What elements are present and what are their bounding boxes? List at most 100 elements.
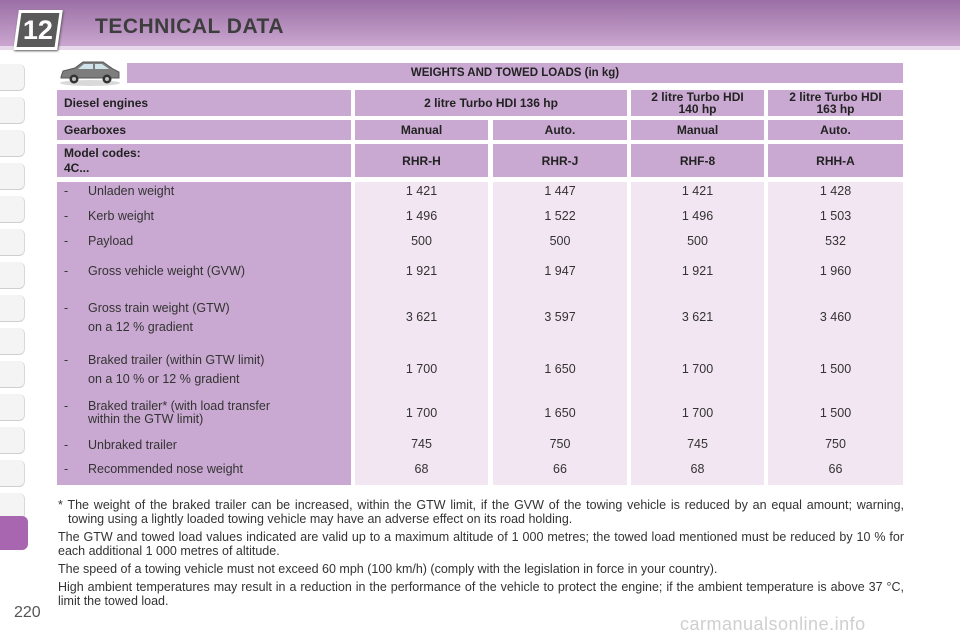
table-cell: 1 650 bbox=[544, 362, 576, 376]
row-label: - Kerb weight bbox=[64, 209, 155, 223]
table-cell: 1 447 bbox=[544, 184, 576, 198]
engine-140-line2: 140 hp bbox=[678, 102, 717, 116]
gearbox-header: Auto. bbox=[493, 120, 627, 140]
chapter-tab[interactable] bbox=[0, 130, 25, 157]
table-cell: 500 bbox=[411, 234, 432, 248]
chapter-number: 12 bbox=[22, 15, 53, 45]
model-codes-line1: Model codes: bbox=[64, 146, 141, 160]
model-code-header: RHF-8 bbox=[631, 144, 764, 177]
table-cell: 1 522 bbox=[544, 209, 576, 223]
table-cell: 66 bbox=[553, 462, 567, 476]
engine-140-header: 2 litre Turbo HDI 140 hp bbox=[631, 90, 764, 116]
engine-163-header: 2 litre Turbo HDI 163 hp bbox=[768, 90, 903, 116]
row-label: - Unbraked trailer bbox=[64, 438, 177, 452]
table-title: WEIGHTS AND TOWED LOADS (in kg) bbox=[127, 63, 903, 83]
chapter-tab[interactable] bbox=[0, 64, 25, 91]
table-cell: 500 bbox=[687, 234, 708, 248]
table-cell: 1 428 bbox=[819, 184, 852, 198]
gearbox-header: Auto. bbox=[768, 120, 903, 140]
gearbox-header: Manual bbox=[631, 120, 764, 140]
table-cell: 745 bbox=[687, 437, 708, 451]
gearbox-header: Manual bbox=[355, 120, 488, 140]
model-code-header: RHR-J bbox=[493, 144, 627, 177]
table-cell: 3 460 bbox=[819, 310, 852, 324]
table-cell: 1 500 bbox=[819, 406, 852, 420]
row-label: - Braked trailer* (with load transfer with… bbox=[64, 399, 271, 426]
model-codes-line2: 4C... bbox=[64, 161, 90, 175]
table-cell: 1 496 bbox=[681, 209, 714, 223]
car-icon bbox=[60, 61, 120, 86]
chapter-tab[interactable] bbox=[0, 97, 25, 124]
table-cell: 1 700 bbox=[681, 406, 714, 420]
row-label: - Gross train weight (GTW) on a 12 % gradi… bbox=[64, 301, 230, 334]
table-cell: 1 960 bbox=[819, 264, 852, 278]
table-cell: 1 500 bbox=[819, 362, 852, 376]
table-cell: 1 496 bbox=[405, 209, 438, 223]
chapter-tab[interactable] bbox=[0, 262, 25, 289]
table-cell: 1 947 bbox=[544, 264, 576, 278]
chapter-tab[interactable] bbox=[0, 229, 25, 256]
note-paragraph: The GTW and towed load values indicated … bbox=[58, 530, 904, 558]
notes: * The weight of the braked trailer can b… bbox=[58, 498, 904, 612]
table-cell: 1 700 bbox=[405, 406, 438, 420]
chapter-tab[interactable] bbox=[0, 394, 25, 421]
table-cell: 3 621 bbox=[681, 310, 714, 324]
table-cell: 1 921 bbox=[405, 264, 438, 278]
chapter-tab[interactable] bbox=[0, 361, 25, 388]
chapter-tab[interactable] bbox=[0, 493, 25, 520]
model-code-header: RHR-H bbox=[355, 144, 488, 177]
table-cell: 1 921 bbox=[681, 264, 714, 278]
values-column bbox=[631, 182, 764, 485]
engine-163-line1: 2 litre Turbo HDI bbox=[789, 90, 882, 104]
model-codes-label: Model codes: 4C... bbox=[57, 144, 351, 177]
values-column bbox=[768, 182, 903, 485]
chapter-tab[interactable] bbox=[0, 196, 25, 223]
engine-140-line1: 2 litre Turbo HDI bbox=[651, 90, 744, 104]
values-column bbox=[493, 182, 627, 485]
table-cell: 1 700 bbox=[681, 362, 714, 376]
footnote: * The weight of the braked trailer can b… bbox=[58, 498, 904, 526]
engine-136-header: 2 litre Turbo HDI 136 hp bbox=[355, 90, 627, 116]
table-cell: 68 bbox=[414, 462, 429, 476]
watermark: carmanualsonline.info bbox=[680, 614, 866, 634]
header-divider bbox=[0, 46, 960, 50]
chapter-tab[interactable] bbox=[0, 427, 25, 454]
table-cell: 1 421 bbox=[405, 184, 438, 198]
table-cell: 750 bbox=[549, 437, 571, 451]
chapter-badge: 12 bbox=[13, 10, 63, 50]
table-cell: 1 421 bbox=[681, 184, 714, 198]
gearbox-label: Gearboxes bbox=[57, 120, 351, 140]
table-cell: 1 700 bbox=[405, 362, 438, 376]
row-label: - Unladen weight bbox=[64, 184, 175, 198]
values-column bbox=[355, 182, 488, 485]
table-cell: 3 597 bbox=[544, 310, 576, 324]
note-paragraph: High ambient temperatures may result in … bbox=[58, 580, 904, 608]
row-label: - Gross vehicle weight (GVW) bbox=[64, 264, 245, 278]
page-number: 220 bbox=[14, 604, 41, 621]
table-cell: 500 bbox=[549, 234, 571, 248]
row-label: - Payload bbox=[64, 234, 134, 248]
engine-163-line2: 163 hp bbox=[816, 102, 855, 116]
table-cell: 745 bbox=[411, 437, 432, 451]
table-cell: 3 621 bbox=[405, 310, 438, 324]
chapter-tab[interactable] bbox=[0, 328, 25, 355]
header-band bbox=[0, 0, 960, 46]
note-paragraph: The speed of a towing vehicle must not e… bbox=[58, 562, 718, 576]
table-cell: 1 503 bbox=[819, 209, 852, 223]
table-cell: 66 bbox=[828, 462, 843, 476]
chapter-tab[interactable] bbox=[0, 295, 25, 322]
table-cell: 1 650 bbox=[544, 406, 576, 420]
chapter-tab[interactable] bbox=[0, 460, 25, 487]
engine-label: Diesel engines bbox=[57, 90, 351, 116]
row-label: - Recommended nose weight bbox=[64, 462, 243, 476]
table-cell: 750 bbox=[825, 437, 846, 451]
page-title: TECHNICAL DATA bbox=[95, 15, 284, 38]
model-code-header: RHH-A bbox=[768, 144, 903, 177]
chapter-tabs bbox=[0, 56, 30, 586]
table-cell: 532 bbox=[825, 234, 846, 248]
chapter-tab[interactable] bbox=[0, 163, 25, 190]
row-label: - Braked trailer (within GTW limit) on a 1… bbox=[64, 353, 265, 386]
chapter-tab-active[interactable] bbox=[0, 516, 28, 550]
table-cell: 68 bbox=[690, 462, 705, 476]
row-labels-column bbox=[57, 182, 351, 485]
